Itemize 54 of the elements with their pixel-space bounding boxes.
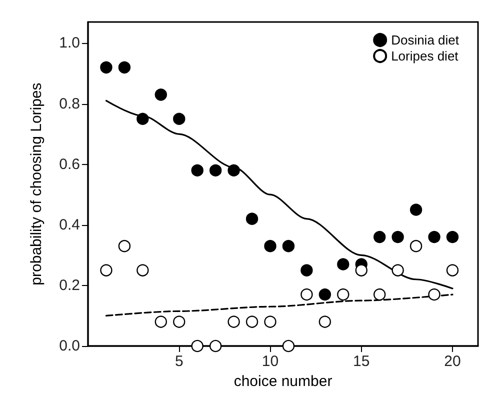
point — [246, 316, 258, 328]
point — [300, 288, 313, 301]
point — [136, 264, 149, 276]
y-tick-label: 0.8 — [59, 95, 80, 112]
point — [392, 264, 404, 276]
point — [318, 288, 332, 301]
x-tick-label: 15 — [353, 353, 370, 370]
point — [428, 288, 440, 301]
point — [191, 164, 204, 176]
point — [374, 288, 386, 301]
y-tick-label: 0.2 — [59, 276, 80, 294]
point — [392, 230, 404, 244]
point — [410, 240, 422, 252]
point — [355, 264, 368, 276]
point — [136, 112, 149, 125]
point — [154, 316, 167, 328]
y-axis-title: probability of choosing Loripes — [28, 82, 45, 286]
x-tick-label: 5 — [174, 353, 184, 370]
point — [446, 230, 459, 244]
point — [173, 112, 186, 125]
x-tick-label: 20 — [444, 353, 461, 370]
x-axis-title: choice number — [234, 372, 332, 390]
line-series — [105, 100, 454, 290]
legend-label: Loripes diet — [391, 48, 459, 64]
y-tick-label: 0.0 — [59, 338, 80, 354]
point — [446, 264, 459, 276]
point — [191, 340, 204, 352]
point — [318, 316, 332, 328]
x-tick-label: 10 — [262, 353, 279, 370]
point — [282, 240, 295, 252]
point — [246, 212, 258, 225]
point — [428, 230, 440, 244]
point — [100, 61, 112, 74]
point — [337, 288, 350, 301]
y-tick-label: 1.0 — [59, 34, 80, 52]
legend-label: Dosinia diet — [391, 32, 460, 48]
point — [209, 164, 222, 176]
point — [228, 164, 240, 176]
point — [264, 316, 276, 328]
point — [264, 240, 276, 252]
point — [228, 316, 240, 328]
y-tick-label: 0.4 — [59, 216, 80, 234]
point — [300, 264, 313, 276]
point — [410, 204, 422, 216]
point — [282, 340, 295, 352]
point — [118, 240, 131, 252]
point — [337, 258, 350, 270]
point — [100, 264, 112, 276]
y-tick-label: 0.6 — [59, 156, 80, 173]
point — [154, 88, 167, 101]
point — [118, 61, 131, 74]
point — [209, 340, 222, 352]
point — [374, 230, 386, 244]
point — [173, 316, 186, 328]
